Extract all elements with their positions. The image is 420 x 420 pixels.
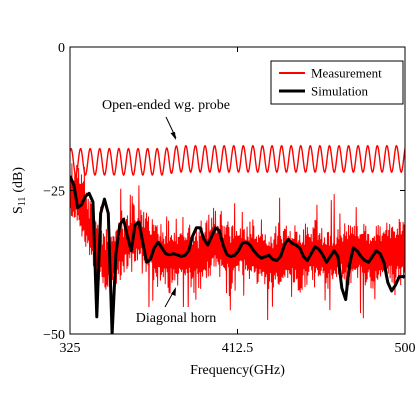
legend-label-measurement: Measurement — [311, 66, 382, 81]
x-axis-label: Frequency(GHz) — [190, 363, 285, 378]
x-tick-label: 500 — [395, 341, 416, 356]
measurement-horn-line — [70, 163, 405, 321]
annotation-horn-text: Diagonal horn — [136, 311, 216, 326]
y-tick-label: 0 — [58, 41, 65, 56]
measurement-probe-line — [70, 144, 405, 177]
y-axis-label: S11(dB) — [11, 167, 28, 214]
y-tick-label: −25 — [43, 185, 65, 200]
annotation-horn-bg — [124, 307, 228, 327]
annotation-horn: Diagonal horn — [124, 287, 228, 327]
annotation-probe-text: Open-ended wg. probe — [102, 98, 230, 113]
legend: Measurement Simulation — [270, 60, 404, 105]
legend-box — [270, 60, 404, 105]
x-tick-label: 325 — [60, 341, 81, 356]
y-tick-label: −50 — [43, 328, 65, 343]
annotation-horn-arrowhead — [171, 287, 176, 296]
series-layer — [70, 144, 405, 334]
annotation-probe-arrowhead — [170, 132, 176, 140]
ticks-layer: 325 412.5 500 0 −25 −50 — [43, 41, 415, 356]
simulation-line — [70, 175, 405, 334]
x-tick-label: 412.5 — [222, 341, 254, 356]
legend-label-simulation: Simulation — [311, 84, 369, 99]
annotation-probe: Open-ended wg. probe — [102, 98, 230, 140]
